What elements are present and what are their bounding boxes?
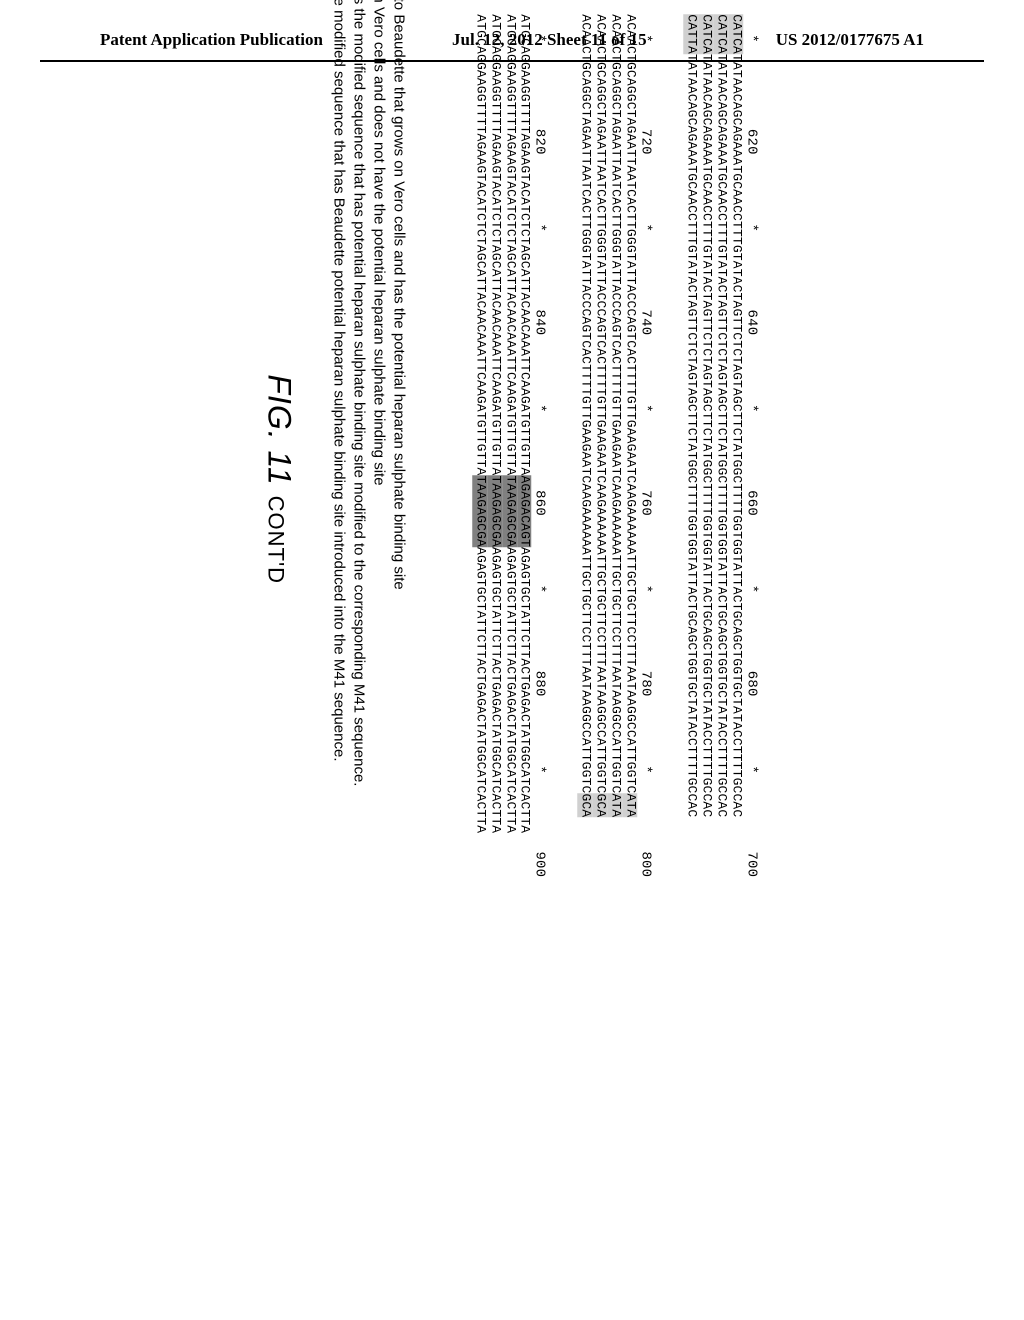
- notes-heading: Please Note:-: [417, 0, 437, 1109]
- ruler-1: * 620 * 640 * 660 * 680 * 700: [743, 34, 759, 1109]
- ruler-2: * 720 * 740 * 760 * 780 * 800: [638, 34, 654, 1109]
- seq-row: Beau-R-Hep-Mod ATGCAGGAAGGTTTTAGAAGTACAT…: [502, 0, 517, 1109]
- figure-label: FIG. 11: [262, 374, 298, 485]
- alignment-block-3: * 820 * 840 * 860 * 880 * 900 Beau-R ATG…: [472, 0, 548, 1109]
- notes-section: Please Note:- Beau-R corresponds to Beau…: [328, 0, 437, 1109]
- seq-row: Beau-R-Hep-Mod CATCATATAACAGCAGAAATGCAAC…: [713, 0, 728, 1109]
- seq-text: CATCATATAACAGCAGAAATGCAACCTTTGTATACTAGTT…: [728, 14, 743, 817]
- seq-text: CATCATATAACAGCAGAAATGCAACCTTTGTATACTAGTT…: [698, 14, 713, 817]
- seq-text: ACAACTGCAGGCTAGAATTAATCACTTGGGTATTACCCAG…: [608, 14, 623, 817]
- seq-label: M41: [472, 0, 487, 14]
- seq-row: Beau-R CATCATATAACAGCAGAAATGCAACCTTTGTAT…: [728, 0, 743, 1109]
- seq-row: Beau-R-Hep-Mod ACAACTGCAGGCTAGAATTAATCAC…: [608, 0, 623, 1109]
- figure-content: * 620 * 640 * 660 * 680 * 700 Beau-R CAT…: [261, 0, 760, 1109]
- seq-text: ATGCAGGAAGGTTTTAGAAGTACATCTCTAGCATTACAAC…: [487, 14, 502, 833]
- note-line: Beau-R corresponds to Beaudette that gro…: [389, 0, 409, 1109]
- note-line: M41 does not grow on Vero cells and does…: [368, 0, 388, 1109]
- seq-label: Beau-R: [728, 0, 743, 14]
- seq-text: CATCATATAACAGCAGAAATGCAACCTTTGTATACTAGTT…: [713, 14, 728, 817]
- figure-suffix: CONT'D: [264, 496, 289, 584]
- note-line: Beau-R-Hep-Mod has the modified sequence…: [348, 0, 368, 1109]
- seq-row: Beau-R ATGCAGGAAGGTTTTAGAAGTACATCTCTAGCA…: [517, 0, 532, 1109]
- header-right: US 2012/0177675 A1: [776, 30, 924, 50]
- figure-caption: FIG. 11 CONT'D: [261, 0, 298, 1109]
- ruler-3: * 820 * 840 * 860 * 880 * 900: [532, 34, 548, 1109]
- note-line: M41-Hep-Mod has the modified sequence th…: [328, 0, 348, 1109]
- seq-text: ACAACTGCAGGCTAGAATTAATCACTTGGGTATTACCCAG…: [623, 14, 638, 817]
- seq-row: Beau-R ACAACTGCAGGCTAGAATTAATCACTTGGGTAT…: [623, 0, 638, 1109]
- seq-label: Beau-R: [517, 0, 532, 14]
- seq-label: Beau-R-Hep-Mod: [608, 0, 623, 14]
- seq-row: M41-Hep-Mod CATCATATAACAGCAGAAATGCAACCTT…: [698, 0, 713, 1109]
- seq-text: ATGCAGGAAGGTTTTAGAAGTACATCTCTAGCATTACAAC…: [472, 14, 487, 833]
- seq-text: ATGCAGGAAGGTTTTAGAAGTACATCTCTAGCATTACAAC…: [502, 14, 517, 833]
- seq-text: ACAACTGCAGGCTAGAATTAATCACTTGGGTATTACCCAG…: [593, 14, 608, 817]
- alignment-block-2: * 720 * 740 * 760 * 780 * 800 Beau-R ACA…: [578, 0, 654, 1109]
- seq-label: M41-Hep-Mod: [698, 0, 713, 14]
- seq-row: M41 ACAACTGCAGGCTAGAATTAATCACTTGGGTATTAC…: [578, 0, 593, 1109]
- seq-label: M41: [684, 0, 699, 14]
- seq-label: M41-Hep-Mod: [593, 0, 608, 14]
- seq-text: ACAACTGCAGGCTAGAATTAATCACTTGGGTATTACCCAG…: [578, 14, 593, 817]
- seq-row: M41-Hep-Mod ACAACTGCAGGCTAGAATTAATCACTTG…: [593, 0, 608, 1109]
- seq-row: M41-Hep-Mod ATGCAGGAAGGTTTTAGAAGTACATCTC…: [487, 0, 502, 1109]
- seq-label: Beau-R: [623, 0, 638, 14]
- alignment-block-1: * 620 * 640 * 660 * 680 * 700 Beau-R CAT…: [684, 0, 760, 1109]
- seq-text: ATGCAGGAAGGTTTTAGAAGTACATCTCTAGCATTACAAC…: [517, 14, 532, 833]
- seq-label: M41-Hep-Mod: [487, 0, 502, 14]
- seq-label: M41: [578, 0, 593, 14]
- seq-text: CATTATATAACAGCAGAAATGCAACCTTTGTATACTAGTT…: [684, 14, 699, 817]
- seq-row: M41 CATTATATAACAGCAGAAATGCAACCTTTGTATACT…: [684, 0, 699, 1109]
- seq-row: M41 ATGCAGGAAGGTTTTAGAAGTACATCTCTAGCATTA…: [472, 0, 487, 1109]
- seq-label: Beau-R-Hep-Mod: [502, 0, 517, 14]
- seq-label: Beau-R-Hep-Mod: [713, 0, 728, 14]
